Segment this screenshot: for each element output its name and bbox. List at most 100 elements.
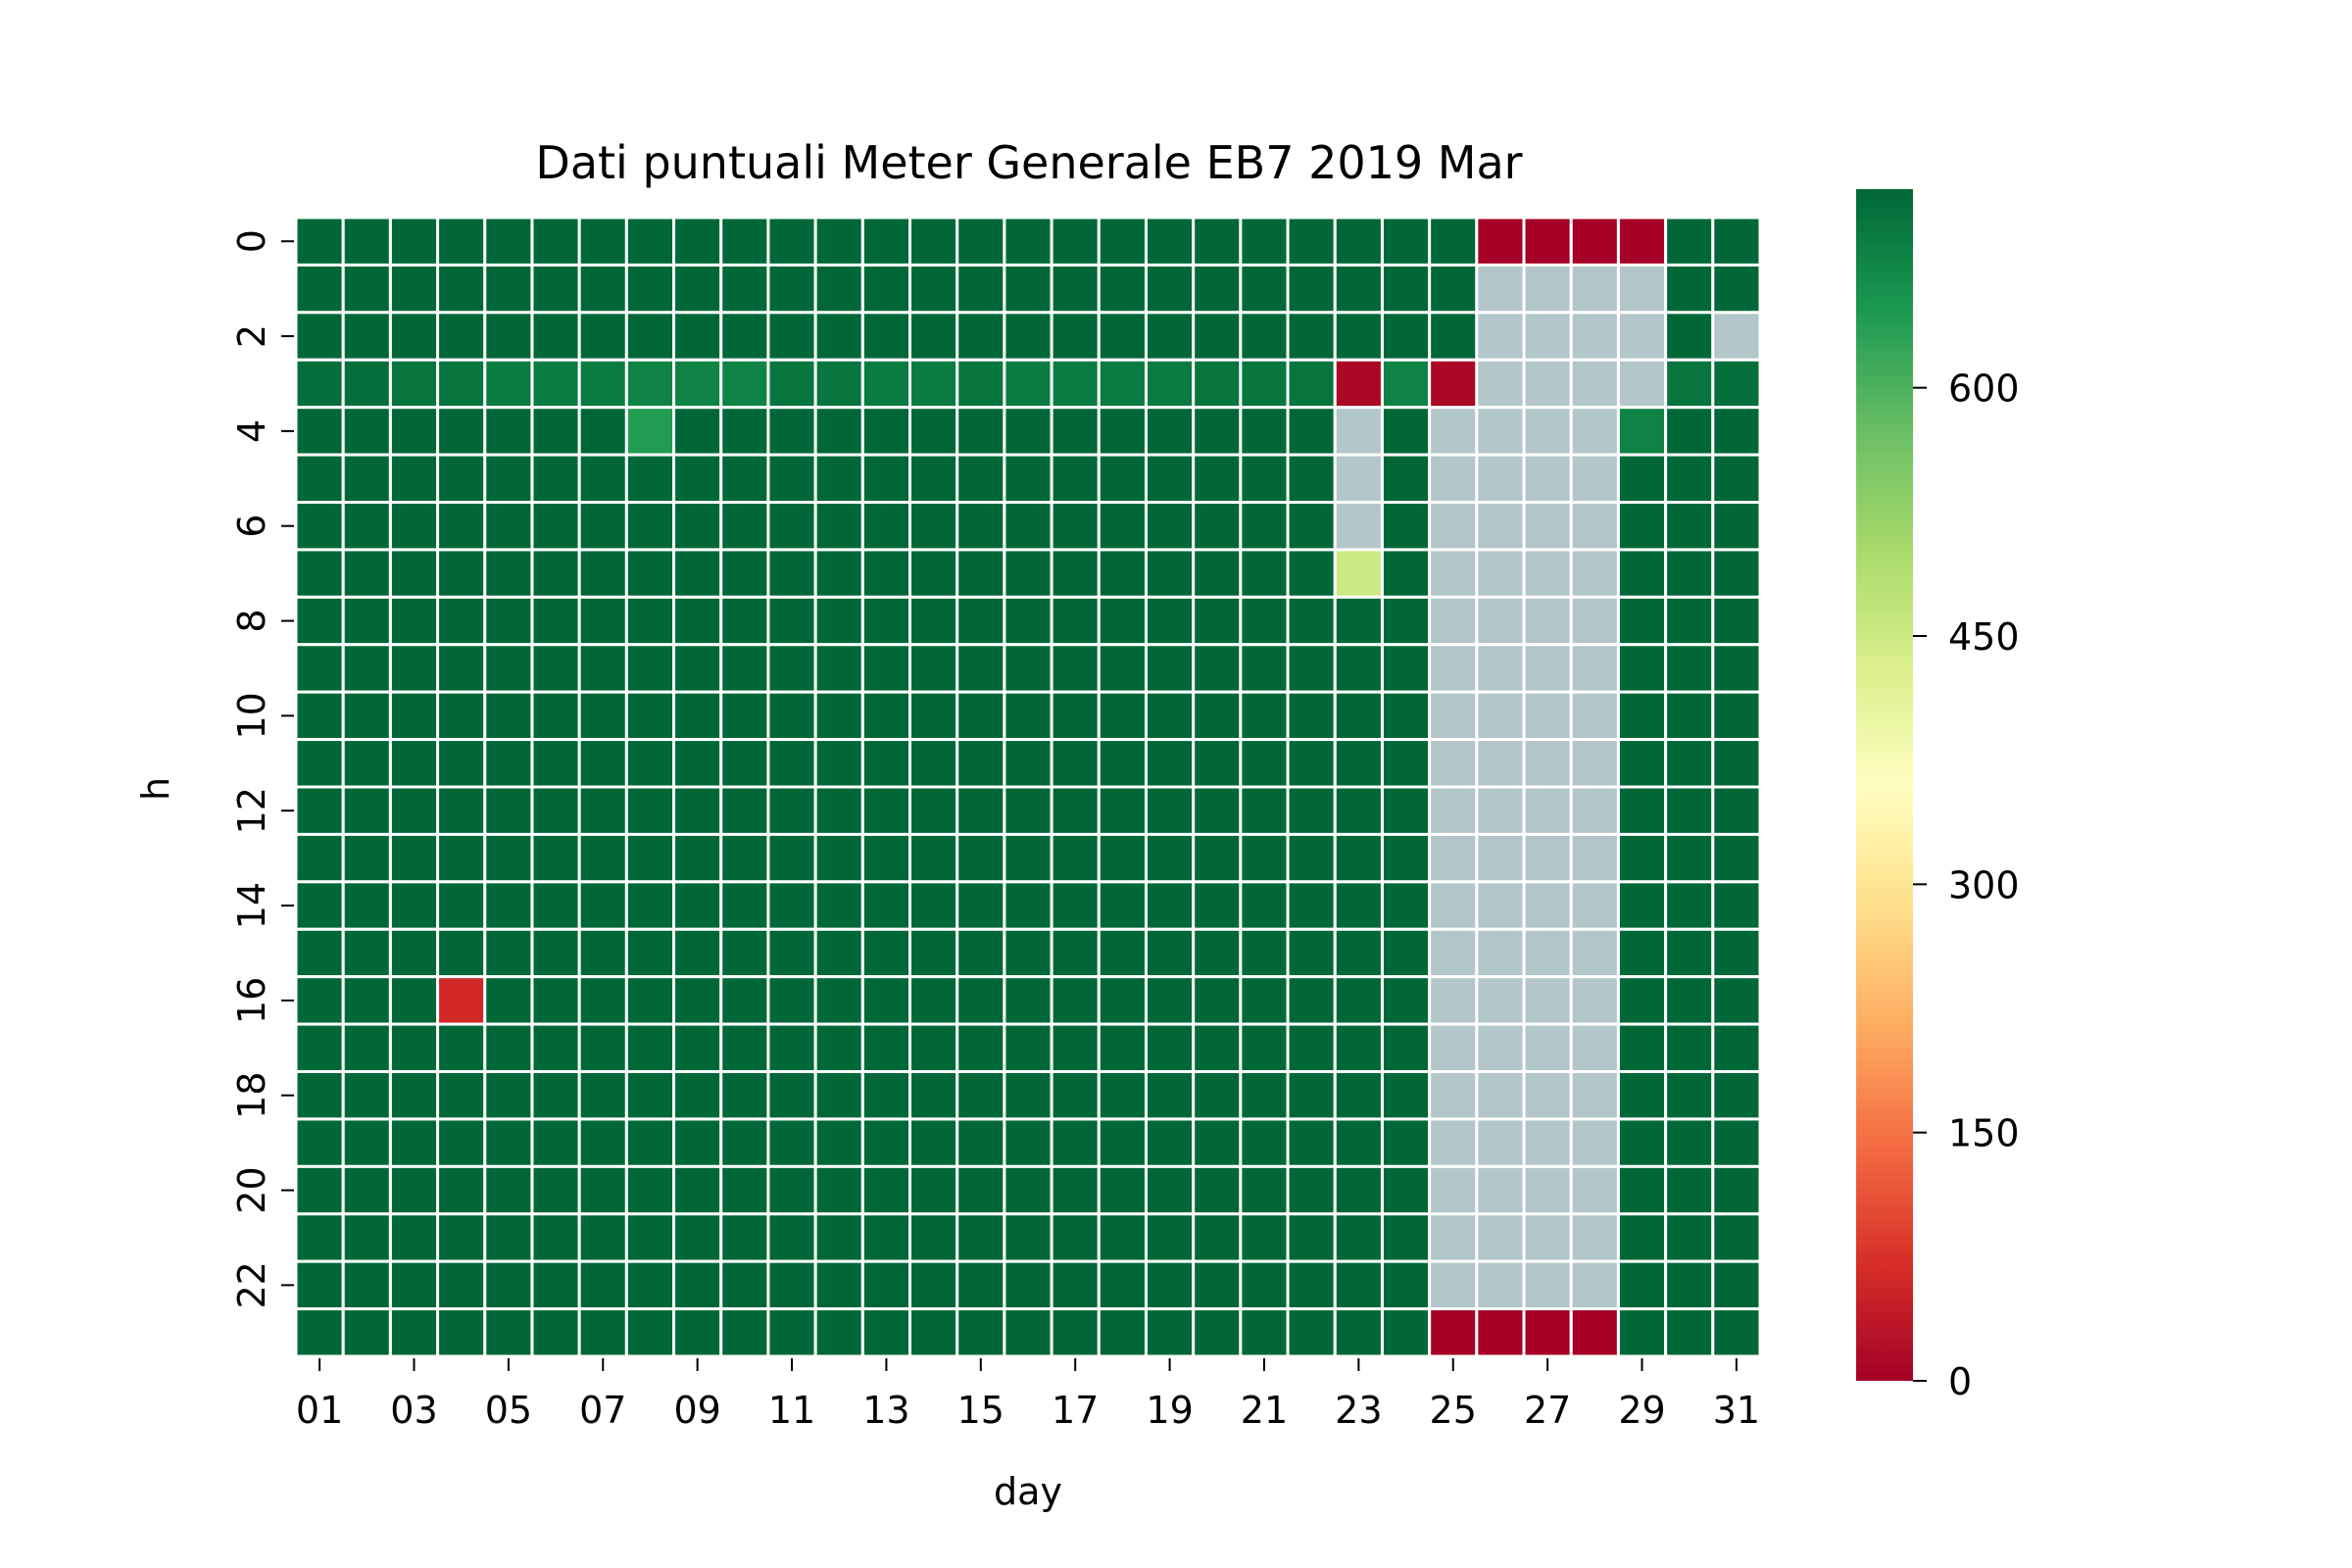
- heatmap-cell: [1192, 406, 1243, 457]
- heatmap-cell: [908, 216, 959, 267]
- heatmap-cell: [341, 1022, 392, 1073]
- heatmap-cell: [1333, 216, 1384, 267]
- heatmap-cell: [577, 1022, 628, 1073]
- heatmap-cell: [388, 216, 440, 267]
- heatmap-cell: [1003, 358, 1054, 410]
- x-tick-label: 13: [862, 1389, 909, 1432]
- heatmap-cell: [436, 263, 487, 315]
- heatmap-cell: [1380, 501, 1432, 552]
- heatmap-cell: [813, 1070, 864, 1121]
- heatmap-cell: [1569, 785, 1620, 836]
- heatmap-cell: [766, 216, 817, 267]
- heatmap-cell: [1428, 785, 1479, 836]
- heatmap-cell: [1097, 1212, 1148, 1263]
- heatmap-cell: [1380, 406, 1432, 457]
- heatmap-cell: [1428, 216, 1479, 267]
- heatmap-cell: [1569, 643, 1620, 694]
- heatmap-cell: [624, 738, 676, 789]
- heatmap-cell: [1664, 1164, 1715, 1216]
- heatmap-cell: [1050, 738, 1101, 789]
- heatmap-cell: [1522, 595, 1573, 647]
- heatmap-cell: [1428, 406, 1479, 457]
- heatmap-cell: [1616, 975, 1668, 1026]
- heatmap-cell: [956, 595, 1006, 647]
- heatmap-cell: [1522, 311, 1573, 362]
- heatmap-cell: [577, 880, 628, 931]
- heatmap-cell: [860, 1117, 912, 1168]
- heatmap-cell: [672, 1212, 723, 1263]
- heatmap-cell: [1144, 975, 1196, 1026]
- heatmap-cell: [1569, 880, 1620, 931]
- heatmap-cell: [908, 832, 959, 884]
- heatmap-cell: [1475, 880, 1526, 931]
- heatmap-cell: [1003, 1212, 1054, 1263]
- heatmap-cell: [1664, 643, 1715, 694]
- heatmap-cell: [1239, 738, 1290, 789]
- y-tick-label: 4: [230, 419, 273, 443]
- heatmap-cell: [483, 1259, 534, 1311]
- heatmap-cell: [1711, 1164, 1762, 1216]
- heatmap-cell: [908, 453, 959, 504]
- heatmap-cell: [624, 1212, 676, 1263]
- heatmap-cell: [1475, 216, 1526, 267]
- heatmap-cell: [956, 975, 1006, 1026]
- heatmap-cell: [1522, 358, 1573, 410]
- heatmap-cell: [1097, 595, 1148, 647]
- y-tick-label: 14: [230, 882, 273, 929]
- heatmap-cell: [719, 832, 770, 884]
- heatmap-cell: [577, 453, 628, 504]
- heatmap-cell: [1664, 690, 1715, 742]
- heatmap-cell: [1380, 832, 1432, 884]
- heatmap-cell: [624, 832, 676, 884]
- heatmap-cell: [1239, 880, 1290, 931]
- heatmap-cell: [1333, 927, 1384, 979]
- heatmap-cell: [1050, 548, 1101, 599]
- heatmap-cell: [672, 975, 723, 1026]
- heatmap-cell: [624, 927, 676, 979]
- heatmap-cell: [908, 501, 959, 552]
- heatmap-cell: [766, 1212, 817, 1263]
- heatmap-cell: [908, 1259, 959, 1311]
- heatmap-cell: [388, 927, 440, 979]
- heatmap-cell: [1144, 406, 1196, 457]
- heatmap-cell: [1144, 263, 1196, 315]
- heatmap-cell: [813, 1022, 864, 1073]
- heatmap-cell: [436, 595, 487, 647]
- heatmap-cell: [719, 880, 770, 931]
- heatmap-cell: [1664, 406, 1715, 457]
- heatmap-cell: [672, 406, 723, 457]
- heatmap-cell: [672, 263, 723, 315]
- heatmap-cell: [577, 1307, 628, 1358]
- heatmap-cell: [1711, 785, 1762, 836]
- heatmap-cell: [1050, 595, 1101, 647]
- heatmap-cell: [1522, 1070, 1573, 1121]
- heatmap-cell: [1192, 832, 1243, 884]
- heatmap-cell: [1239, 548, 1290, 599]
- heatmap-cell: [719, 501, 770, 552]
- heatmap-cell: [1664, 1212, 1715, 1263]
- heatmap-cell: [436, 785, 487, 836]
- heatmap-cell: [1286, 263, 1337, 315]
- heatmap-cell: [1333, 975, 1384, 1026]
- heatmap-cell: [577, 358, 628, 410]
- heatmap-cell: [624, 406, 676, 457]
- heatmap-cell: [1711, 358, 1762, 410]
- heatmap-cell: [1522, 1164, 1573, 1216]
- heatmap-cell: [1711, 548, 1762, 599]
- heatmap-cell: [1380, 263, 1432, 315]
- heatmap-cell: [1380, 927, 1432, 979]
- heatmap-cell: [1664, 595, 1715, 647]
- colorbar: [1856, 189, 1913, 1381]
- heatmap-cell: [1192, 358, 1243, 410]
- heatmap-cell: [1239, 358, 1290, 410]
- heatmap-cell: [1380, 595, 1432, 647]
- heatmap-cell: [530, 643, 581, 694]
- heatmap-cell: [624, 690, 676, 742]
- heatmap-cell: [1286, 595, 1337, 647]
- heatmap-cell: [766, 406, 817, 457]
- heatmap-cell: [1333, 880, 1384, 931]
- heatmap-cell: [1003, 880, 1054, 931]
- heatmap-cell: [1428, 738, 1479, 789]
- heatmap-cell: [1050, 690, 1101, 742]
- heatmap-cell: [956, 1022, 1006, 1073]
